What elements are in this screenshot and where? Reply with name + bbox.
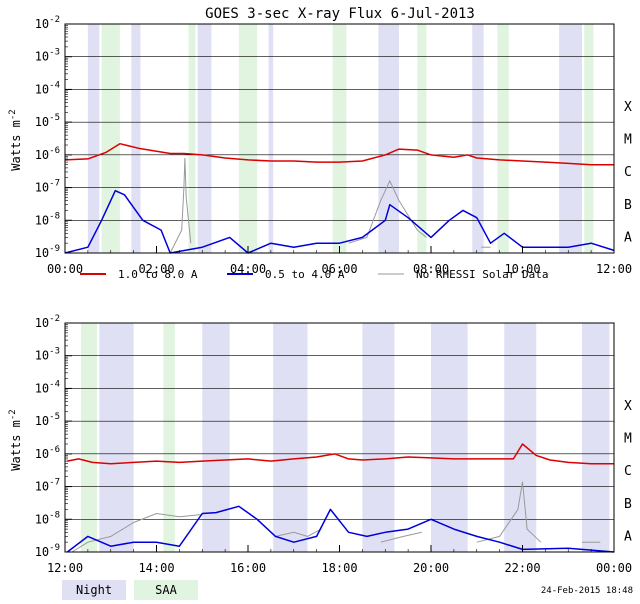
top-saa-band-0	[101, 24, 120, 253]
top-flare-class-x: X	[624, 100, 632, 115]
top-y-tick-label-7: 10-9	[35, 244, 60, 260]
bottom-panel-flare-classes: X M C B A	[624, 399, 632, 545]
top-night-band-1	[131, 24, 141, 253]
legend-label-short: 0.5 to 4.0 A	[265, 268, 345, 281]
top-flare-class-b: B	[624, 198, 632, 213]
top-x-tick-label-1: 02:00	[138, 262, 174, 276]
top-y-tick-label-0: 10-2	[35, 15, 60, 31]
bottom-panel-x-ticks: 12:00 14:00 16:00 18:00 20:00 22:00 00:00	[47, 545, 632, 575]
bottom-y-tick-label-0: 10-2	[35, 314, 60, 330]
top-night-band-5	[472, 24, 484, 253]
top-series-short-channel	[64, 189, 615, 254]
night-key-swatch	[62, 580, 126, 600]
bottom-x-tick-label-0: 12:00	[47, 561, 83, 575]
top-flare-class-m: M	[624, 133, 632, 148]
top-night-band-4	[378, 24, 399, 253]
top-saa-band-2	[238, 24, 258, 253]
top-panel-bands	[87, 24, 594, 253]
top-x-tick-label-2: 04:00	[230, 262, 266, 276]
bottom-x-tick-label-3: 18:00	[321, 561, 357, 575]
bottom-no-rhessi-segment-3	[476, 481, 542, 543]
top-night-band-2	[197, 24, 212, 253]
bottom-night-band-5	[504, 323, 537, 552]
top-saa-band-3	[332, 24, 347, 253]
legend: 1.0 to 8.0 A 0.5 to 4.0 A No RHESSI Sola…	[80, 268, 548, 281]
bottom-x-tick-label-6: 00:00	[596, 561, 632, 575]
bottom-y-tick-label-6: 10-8	[35, 510, 60, 526]
bottom-series-short-channel	[66, 505, 615, 553]
bottom-saa-band-0	[81, 323, 98, 552]
top-y-tick-label-3: 10-5	[35, 113, 60, 129]
top-flare-class-a: A	[624, 231, 632, 246]
bottom-y-tick-label-2: 10-4	[35, 379, 60, 395]
top-night-band-6	[559, 24, 582, 253]
bottom-panel: 10-2 10-3 10-4 10-5 10-6 10-7 10-8 10-9 12:00 14…	[8, 314, 632, 575]
top-x-tick-label-6: 12:00	[596, 262, 632, 276]
top-no-rhessi-segment-0	[169, 157, 192, 254]
top-x-tick-label-0: 00:00	[47, 262, 83, 276]
bottom-night-band-0	[99, 323, 134, 552]
bottom-night-band-2	[273, 323, 308, 552]
bottom-x-tick-label-4: 20:00	[413, 561, 449, 575]
bottom-y-tick-label-5: 10-7	[35, 478, 60, 494]
top-x-tick-label-5: 10:00	[504, 262, 540, 276]
bottom-night-band-3	[362, 323, 395, 552]
top-night-band-0	[87, 24, 100, 253]
bottom-no-rhessi-segment-2	[380, 531, 423, 543]
top-y-tick-label-2: 10-4	[35, 80, 60, 96]
bottom-panel-y-label: Watts m-2	[8, 409, 23, 470]
bottom-flare-class-a: A	[624, 530, 632, 545]
bottom-night-band-4	[431, 323, 468, 552]
bottom-night-band-6	[581, 323, 610, 552]
top-y-tick-label-4: 10-6	[35, 146, 60, 162]
bottom-y-tick-label-1: 10-3	[35, 347, 60, 363]
top-saa-band-1	[188, 24, 196, 253]
top-panel-y-label: Watts m-2	[8, 109, 23, 170]
bottom-flare-class-m: M	[624, 432, 632, 447]
top-flare-class-c: C	[624, 165, 632, 180]
top-x-tick-label-3: 06:00	[321, 262, 357, 276]
bottom-flare-class-b: B	[624, 497, 632, 512]
bottom-saa-band-1	[163, 323, 175, 552]
bottom-panel-bands	[81, 323, 610, 552]
bottom-x-tick-label-5: 22:00	[504, 561, 540, 575]
bottom-panel-series	[66, 443, 615, 553]
bottom-series-long-channel	[67, 443, 614, 465]
top-y-tick-label-1: 10-3	[35, 48, 60, 64]
bottom-flare-class-c: C	[624, 464, 632, 479]
top-panel-series	[64, 142, 615, 254]
bottom-no-rhessi-segment-0	[71, 512, 203, 553]
generated-timestamp: 24-Feb-2015 18:48	[541, 586, 633, 596]
top-saa-band-6	[584, 24, 594, 253]
bottom-y-tick-label-4: 10-6	[35, 445, 60, 461]
top-x-tick-label-4: 08:00	[413, 262, 449, 276]
bottom-no-rhessi-segment-1	[275, 528, 322, 537]
saa-key-swatch	[134, 580, 198, 600]
legend-label-long: 1.0 to 8.0 A	[118, 268, 198, 281]
night-key-label: Night	[76, 583, 112, 597]
bottom-flare-class-x: X	[624, 399, 632, 414]
top-panel-flare-classes: X M C B A	[624, 100, 632, 246]
bottom-night-band-1	[202, 323, 230, 552]
top-saa-band-4	[417, 24, 427, 253]
bottom-panel-y-ticks: 10-2 10-3 10-4 10-5 10-6 10-7 10-8 10-9	[35, 314, 72, 559]
top-y-tick-label-6: 10-8	[35, 211, 60, 227]
top-night-band-3	[268, 24, 274, 253]
top-series-long-channel	[64, 142, 614, 166]
top-y-tick-label-5: 10-7	[35, 179, 60, 195]
legend-label-no-rhessi: No RHESSI Solar Data	[416, 268, 548, 281]
chart-title: GOES 3-sec X-ray Flux 6-Jul-2013	[205, 6, 475, 22]
bottom-y-tick-label-3: 10-5	[35, 412, 60, 428]
top-no-rhessi-segment-1	[348, 179, 427, 244]
top-panel: 10-2 10-3 10-4 10-5 10-6 10-7 10-8 10-9 00:00 02…	[8, 15, 632, 276]
top-panel-x-ticks: 00:00 02:00 04:00 06:00 08:00 10:00 12:00	[47, 246, 632, 276]
bottom-y-tick-label-7: 10-9	[35, 543, 60, 559]
saa-key-label: SAA	[155, 583, 177, 597]
bottom-x-tick-label-1: 14:00	[138, 561, 174, 575]
top-panel-y-ticks: 10-2 10-3 10-4 10-5 10-6 10-7 10-8 10-9	[35, 15, 72, 260]
bottom-x-tick-label-2: 16:00	[230, 561, 266, 575]
top-saa-band-5	[497, 24, 509, 253]
